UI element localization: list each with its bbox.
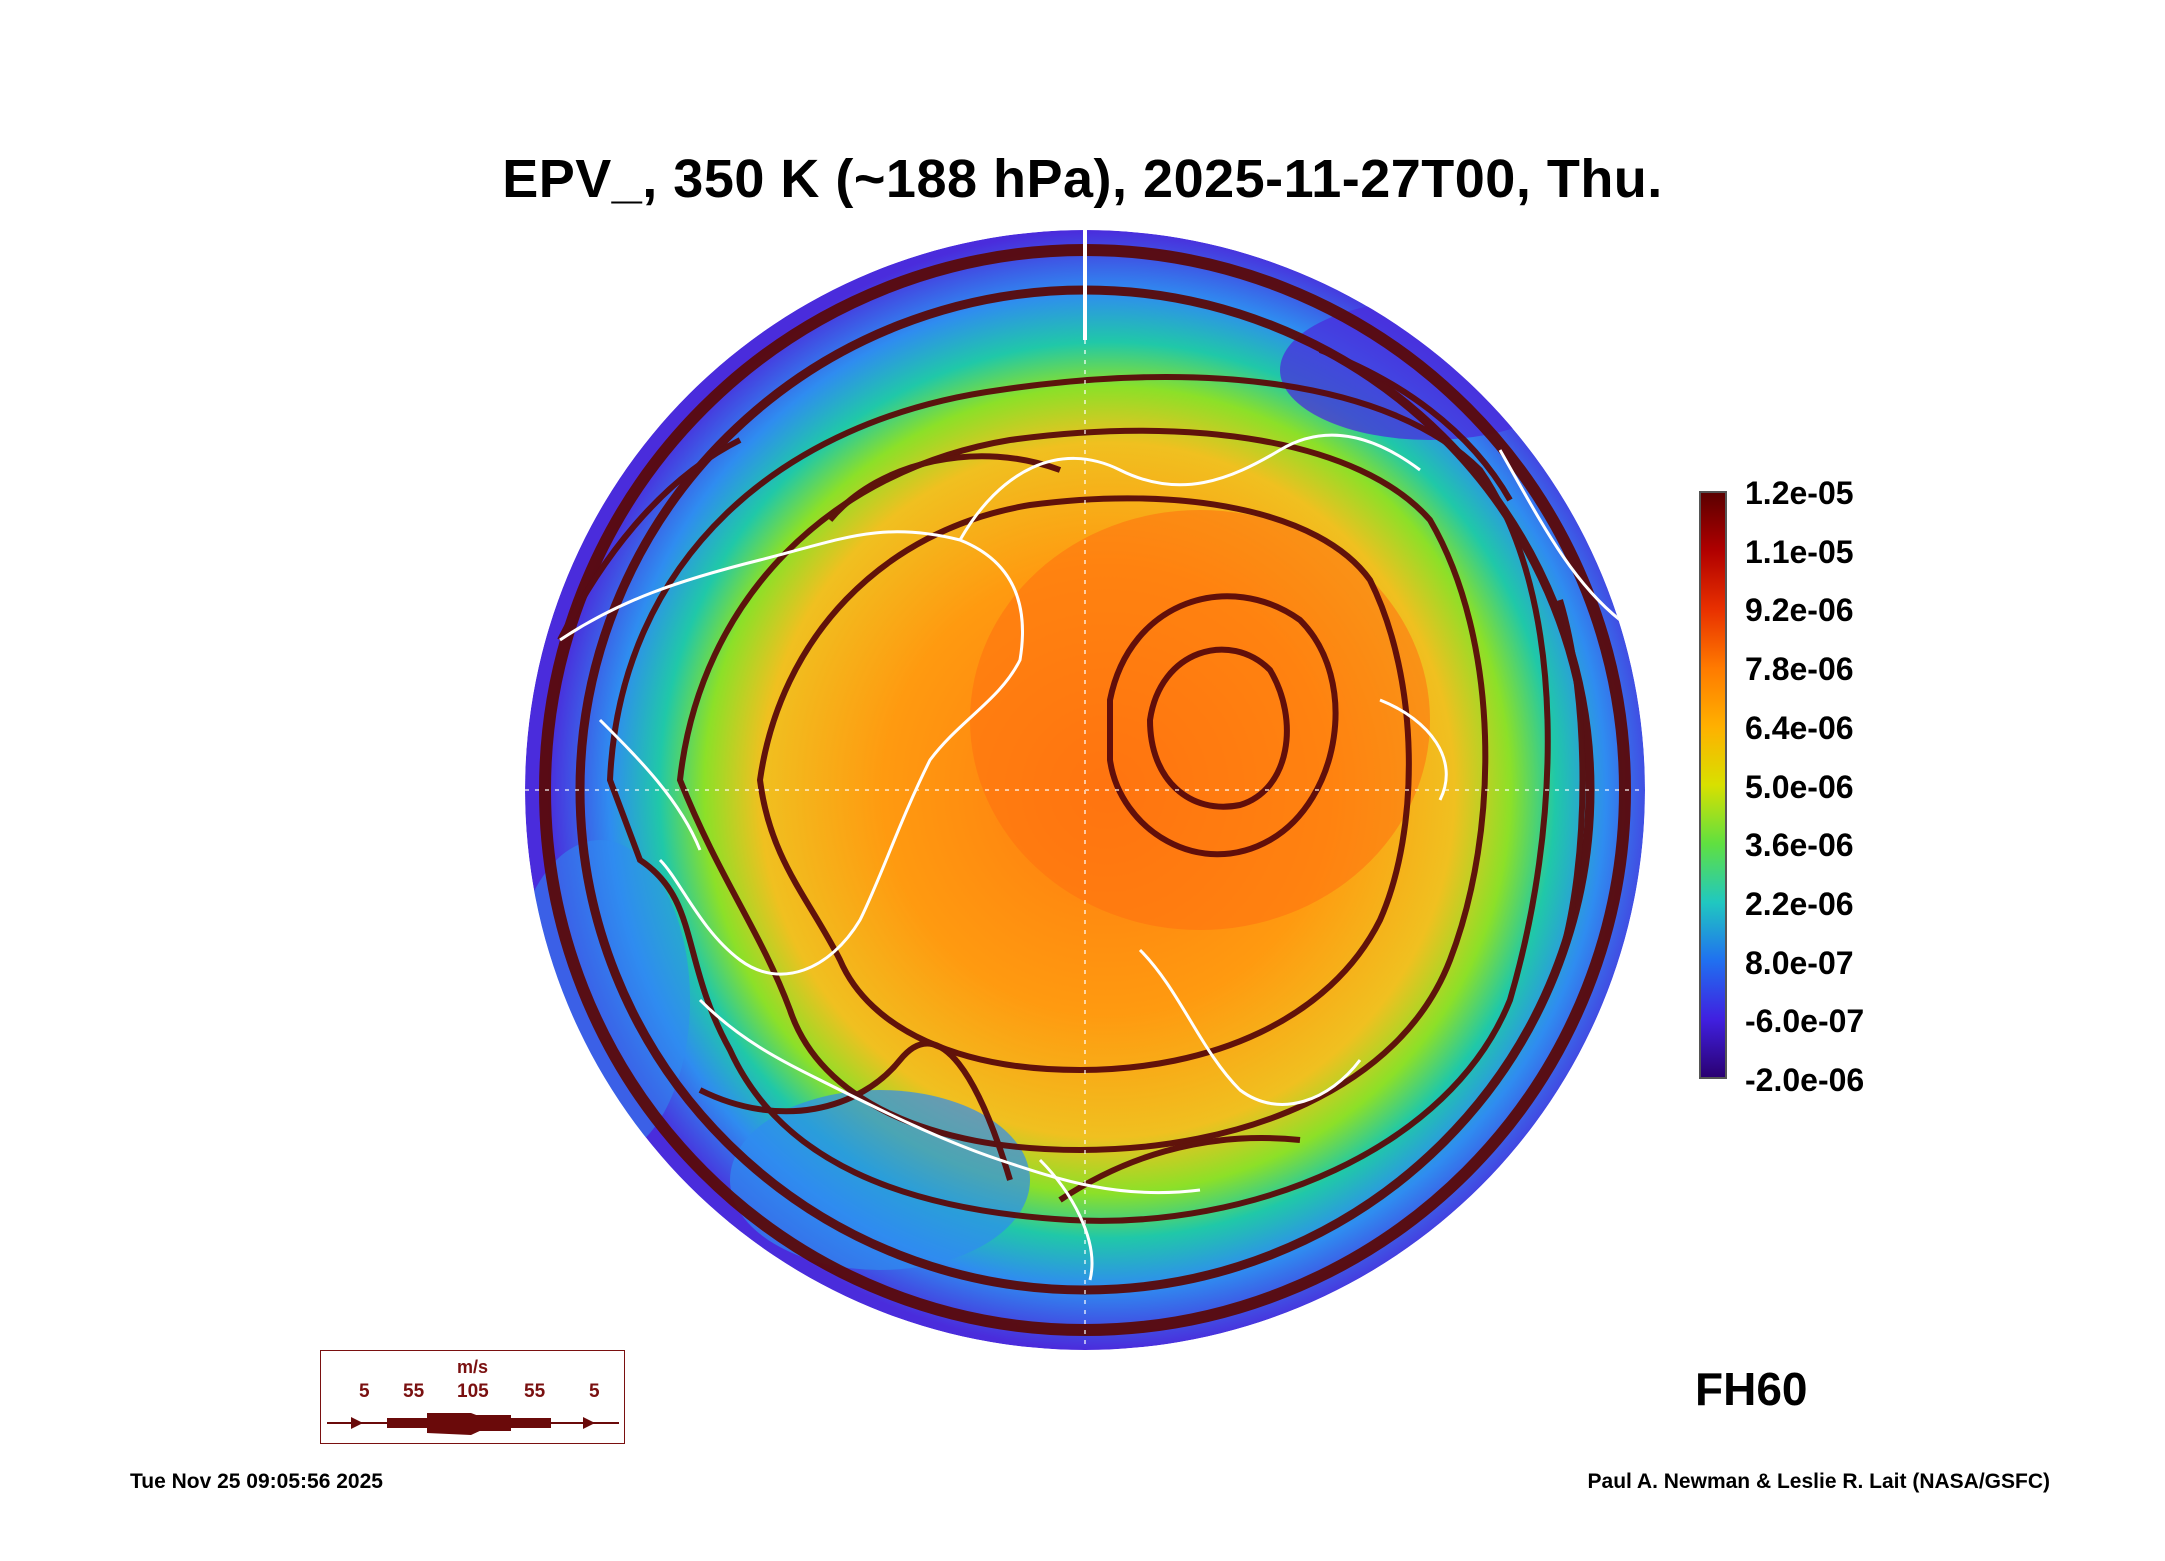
footer-timestamp: Tue Nov 25 09:05:56 2025 (130, 1470, 383, 1493)
colorbar-tick-label: 8.0e-07 (1745, 944, 1854, 981)
colorbar-tick-label: -6.0e-07 (1745, 1003, 1865, 1040)
wind-legend-value: 105 (457, 1381, 489, 1402)
wind-legend-unit: m/s (456, 1357, 489, 1377)
wind-speed-legend: m/s 5 55 105 55 5 (320, 1350, 625, 1444)
footer-credit: Paul A. Newman & Leslie R. Lait (NASA/GS… (1587, 1470, 2050, 1493)
colorbar-tick-label: -2.0e-06 (1745, 1062, 1865, 1098)
colorbar-tick-label: 6.4e-06 (1745, 709, 1854, 746)
graticule (525, 230, 1645, 1350)
colorbar-tick-label: 2.2e-06 (1745, 885, 1854, 922)
epv-high-core (970, 510, 1430, 930)
colorbar-gradient (1699, 491, 1727, 1079)
wind-legend-value: 55 (524, 1381, 546, 1402)
colorbar-tick-label: 5.0e-06 (1745, 768, 1854, 805)
forecast-hour-label: FH60 (1695, 1363, 1808, 1415)
colorbar-tick-label: 1.2e-05 (1745, 475, 1854, 511)
colorbar-tick-label: 7.8e-06 (1745, 651, 1854, 688)
wind-arrow-scale (327, 1413, 619, 1435)
wind-legend-value: 55 (403, 1381, 425, 1402)
colorbar-tick-label: 1.1e-05 (1745, 533, 1854, 570)
colorbar-tick-label: 9.2e-06 (1745, 592, 1854, 629)
wind-legend-value: 5 (359, 1381, 370, 1402)
chart-title: EPV_, 350 K (~188 hPa), 2025-11-27T00, T… (502, 149, 1663, 209)
colorbar-tick-label: 3.6e-06 (1745, 827, 1854, 864)
wind-legend-value: 5 (589, 1381, 600, 1402)
coastlines (559, 433, 1621, 1281)
